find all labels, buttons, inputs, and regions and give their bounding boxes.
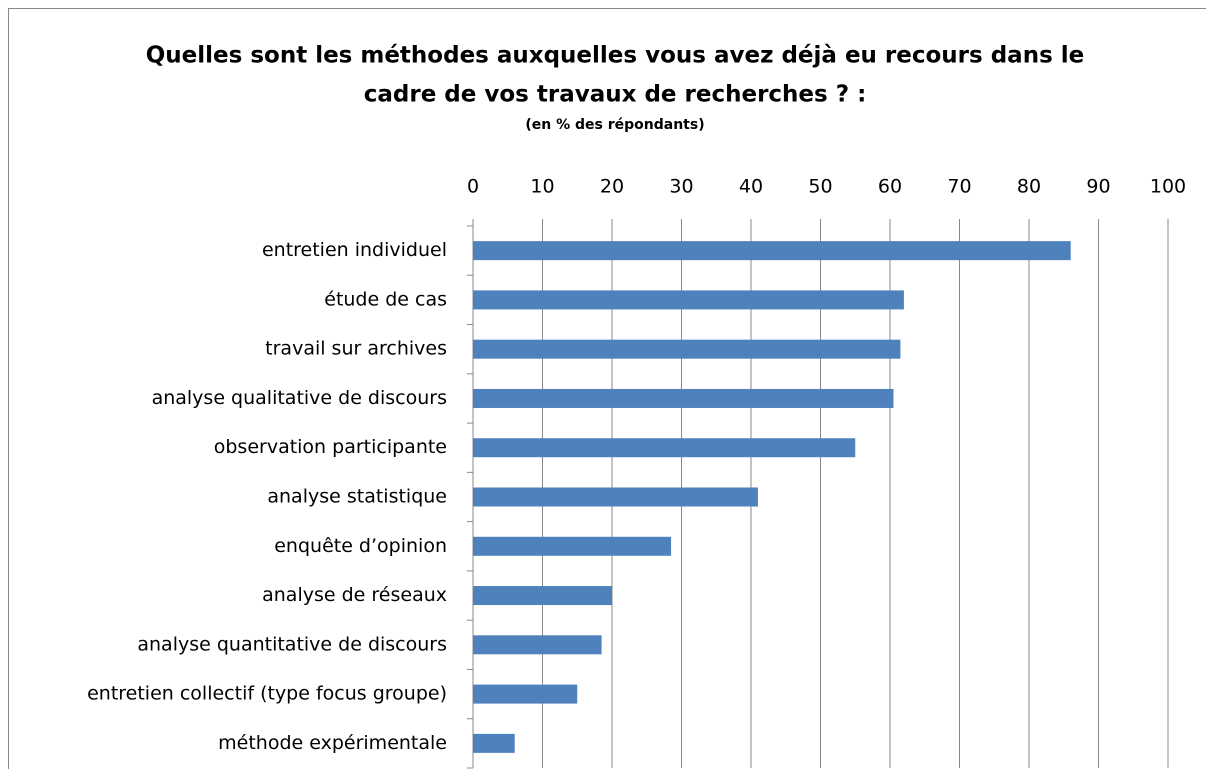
x-tick-label: 30: [669, 176, 693, 198]
x-tick-label: 90: [1086, 176, 1110, 198]
bar: [473, 290, 904, 310]
x-tick-label: 0: [467, 176, 479, 198]
chart-title: cadre de vos travaux de recherches ? :: [364, 82, 867, 108]
x-tick-label: 70: [947, 176, 971, 198]
y-tick-label: méthode expérimentale: [218, 732, 447, 754]
x-tick-label: 20: [600, 176, 624, 198]
bar: [473, 536, 672, 556]
chart-frame: [8, 8, 1206, 769]
bar: [473, 241, 1071, 261]
y-tick-label: entretien individuel: [262, 239, 447, 261]
chart-title: Quelles sont les méthodes auxquelles vou…: [146, 43, 1085, 69]
y-tick-label: entretien collectif (type focus groupe): [87, 683, 447, 705]
y-tick-label: analyse statistique: [267, 486, 447, 508]
x-tick-label: 80: [1017, 176, 1041, 198]
x-tick-label: 10: [530, 176, 554, 198]
x-tick-label: 50: [808, 176, 832, 198]
bar: [473, 487, 758, 507]
y-tick-label: observation participante: [214, 436, 447, 458]
x-tick-label: 40: [739, 176, 763, 198]
bar: [473, 339, 901, 359]
y-tick-label: analyse qualitative de discours: [152, 387, 447, 409]
x-tick-label: 100: [1150, 176, 1186, 198]
y-tick-label: enquête d’opinion: [274, 535, 447, 557]
bar: [473, 438, 856, 458]
y-tick-label: analyse quantitative de discours: [137, 633, 447, 655]
chart-subtitle: (en % des répondants): [525, 117, 704, 133]
bar: [473, 684, 578, 704]
bar: [473, 586, 612, 606]
y-tick-label: analyse de réseaux: [262, 584, 447, 606]
bar: [473, 388, 894, 408]
y-tick-label: travail sur archives: [265, 338, 447, 360]
bar: [473, 733, 515, 753]
y-tick-label: étude de cas: [324, 288, 447, 310]
x-tick-label: 60: [878, 176, 902, 198]
bar: [473, 635, 602, 655]
